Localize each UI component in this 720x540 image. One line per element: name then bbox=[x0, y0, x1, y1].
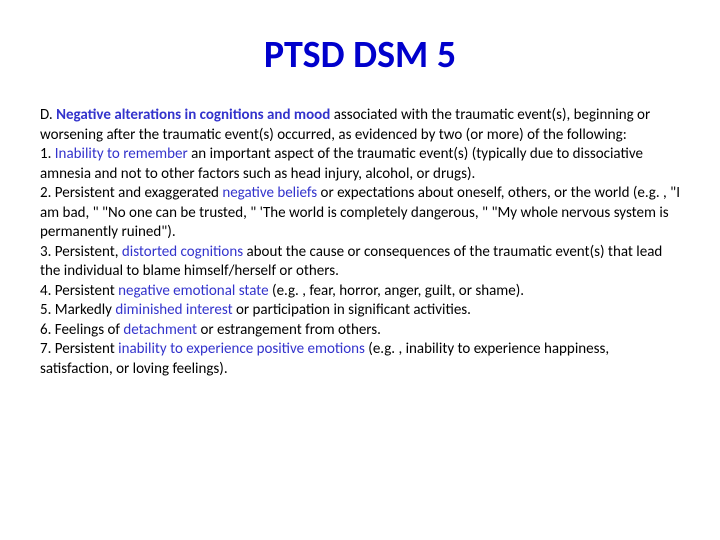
item-7-lead: 7. Persistent bbox=[40, 340, 118, 358]
item-3-keyword: distorted cognitions bbox=[122, 243, 243, 261]
item-2-keyword: negative beliefs bbox=[222, 184, 317, 202]
item-4-keyword: negative emotional state bbox=[118, 282, 268, 300]
item-3-lead: 3. Persistent, bbox=[40, 243, 122, 261]
item-1-lead: 1. bbox=[40, 145, 55, 163]
item-5-lead: 5. Markedly bbox=[40, 301, 115, 319]
item-1: 1. Inability to remember an important as… bbox=[40, 145, 680, 184]
item-4-tail: (e.g. , fear, horror, anger, guilt, or s… bbox=[269, 282, 524, 300]
criterion-letter: D. bbox=[40, 106, 53, 124]
item-7-keyword: inability to experience positive emotion… bbox=[118, 340, 365, 358]
item-6-lead: 6. Feelings of bbox=[40, 321, 123, 339]
criterion-d-intro: D. Negative alterations in cognitions an… bbox=[40, 106, 680, 145]
item-6: 6. Feelings of detachment or estrangemen… bbox=[40, 321, 680, 341]
item-6-tail: or estrangement from others. bbox=[197, 321, 381, 339]
item-1-keyword: Inability to remember bbox=[55, 145, 188, 163]
item-2: 2. Persistent and exaggerated negative b… bbox=[40, 184, 680, 243]
item-5-tail: or participation in significant activiti… bbox=[233, 301, 471, 319]
item-5: 5. Markedly diminished interest or parti… bbox=[40, 301, 680, 321]
item-4-lead: 4. Persistent bbox=[40, 282, 118, 300]
body-content: D. Negative alterations in cognitions an… bbox=[40, 106, 680, 379]
item-5-keyword: diminished interest bbox=[115, 301, 232, 319]
slide-title: PTSD DSM 5 bbox=[40, 32, 680, 78]
criterion-heading: Negative alterations in cognitions and m… bbox=[56, 106, 330, 124]
item-3: 3. Persistent, distorted cognitions abou… bbox=[40, 243, 680, 282]
item-6-keyword: detachment bbox=[123, 321, 197, 339]
item-2-lead: 2. Persistent and exaggerated bbox=[40, 184, 222, 202]
item-4: 4. Persistent negative emotional state (… bbox=[40, 282, 680, 302]
item-7: 7. Persistent inability to experience po… bbox=[40, 340, 680, 379]
